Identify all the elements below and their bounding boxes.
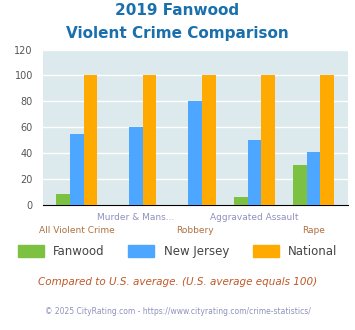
Bar [248, 140, 261, 205]
Bar [202, 75, 216, 205]
Text: Robbery: Robbery [176, 226, 214, 235]
Bar [189, 101, 202, 205]
Bar [84, 75, 97, 205]
Text: All Violent Crime: All Violent Crime [39, 226, 115, 235]
Bar [70, 134, 84, 205]
Bar [234, 197, 248, 205]
Text: Violent Crime Comparison: Violent Crime Comparison [66, 26, 289, 41]
Text: 2019 Fanwood: 2019 Fanwood [115, 3, 240, 18]
Bar [261, 75, 275, 205]
Text: Rape: Rape [302, 226, 325, 235]
Text: Aggravated Assault: Aggravated Assault [210, 213, 299, 222]
Text: Compared to U.S. average. (U.S. average equals 100): Compared to U.S. average. (U.S. average … [38, 277, 317, 287]
Bar [321, 75, 334, 205]
Legend: Fanwood, New Jersey, National: Fanwood, New Jersey, National [13, 240, 342, 263]
Bar [307, 151, 321, 205]
Bar [143, 75, 157, 205]
Bar [129, 127, 143, 205]
Text: Murder & Mans...: Murder & Mans... [97, 213, 175, 222]
Text: © 2025 CityRating.com - https://www.cityrating.com/crime-statistics/: © 2025 CityRating.com - https://www.city… [45, 307, 310, 316]
Bar [293, 165, 307, 205]
Bar [56, 194, 70, 205]
